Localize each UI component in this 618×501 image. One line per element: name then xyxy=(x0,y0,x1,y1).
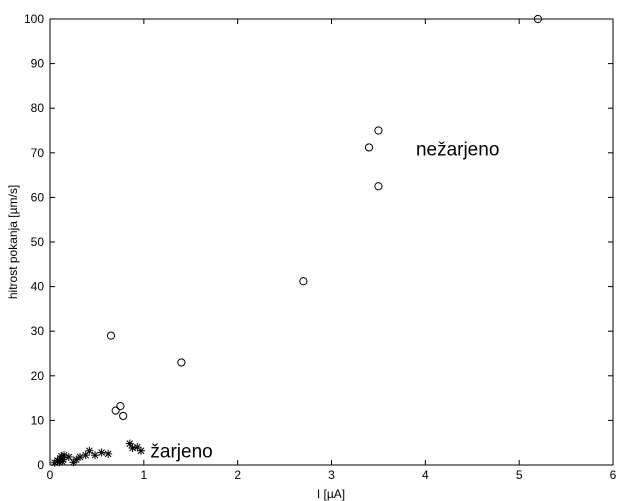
plot-frame xyxy=(49,18,614,466)
data-point-star xyxy=(76,452,85,461)
data-point-circle xyxy=(374,126,383,135)
y-tick-label: 50 xyxy=(31,235,45,249)
x-tick-label: 1 xyxy=(140,468,147,482)
data-point-circle xyxy=(533,14,543,24)
markers-layer xyxy=(50,14,543,467)
data-point-circle xyxy=(364,143,374,152)
data-point-circle xyxy=(374,182,383,191)
y-tick-label: 60 xyxy=(31,190,45,204)
x-tick-label: 5 xyxy=(516,468,523,482)
x-tick-label: 0 xyxy=(47,468,54,482)
x-tick-label: 6 xyxy=(610,468,617,482)
x-tick-label: 3 xyxy=(328,468,335,482)
y-tick-label: 40 xyxy=(31,280,45,294)
annotation-label: žarjeno xyxy=(150,442,212,463)
y-tick-label: 100 xyxy=(24,12,44,26)
x-tick-label: 2 xyxy=(234,468,241,482)
data-point-star xyxy=(85,446,94,455)
y-tick-label: 80 xyxy=(31,101,45,115)
data-point-star xyxy=(125,439,134,448)
data-point-star xyxy=(64,452,73,461)
y-tick-label: 90 xyxy=(31,57,45,71)
x-tick-label: 4 xyxy=(422,468,429,482)
data-point-star xyxy=(137,446,146,455)
y-tick-label: 10 xyxy=(31,413,45,427)
y-tick-label: 70 xyxy=(31,146,45,160)
annotations-layer: nežarjeno žarjeno xyxy=(150,139,499,462)
data-point-circle xyxy=(116,402,125,411)
data-point-circle xyxy=(111,406,120,415)
data-point-circle xyxy=(177,358,186,367)
y-axis-title: hitrost pokanja [µm/s] xyxy=(6,185,20,299)
data-point-star xyxy=(97,448,106,457)
data-point-circle xyxy=(299,277,308,286)
x-axis-title: I [µA] xyxy=(317,487,345,501)
data-point-star xyxy=(91,451,100,460)
data-point-circle xyxy=(106,331,116,340)
data-point-circle xyxy=(119,411,128,421)
y-tick-label: 0 xyxy=(37,458,44,472)
y-tick-label: 20 xyxy=(31,369,45,383)
annotation-label: nežarjeno xyxy=(416,139,499,160)
y-tick-label: 30 xyxy=(31,324,45,338)
data-point-star xyxy=(104,449,113,458)
